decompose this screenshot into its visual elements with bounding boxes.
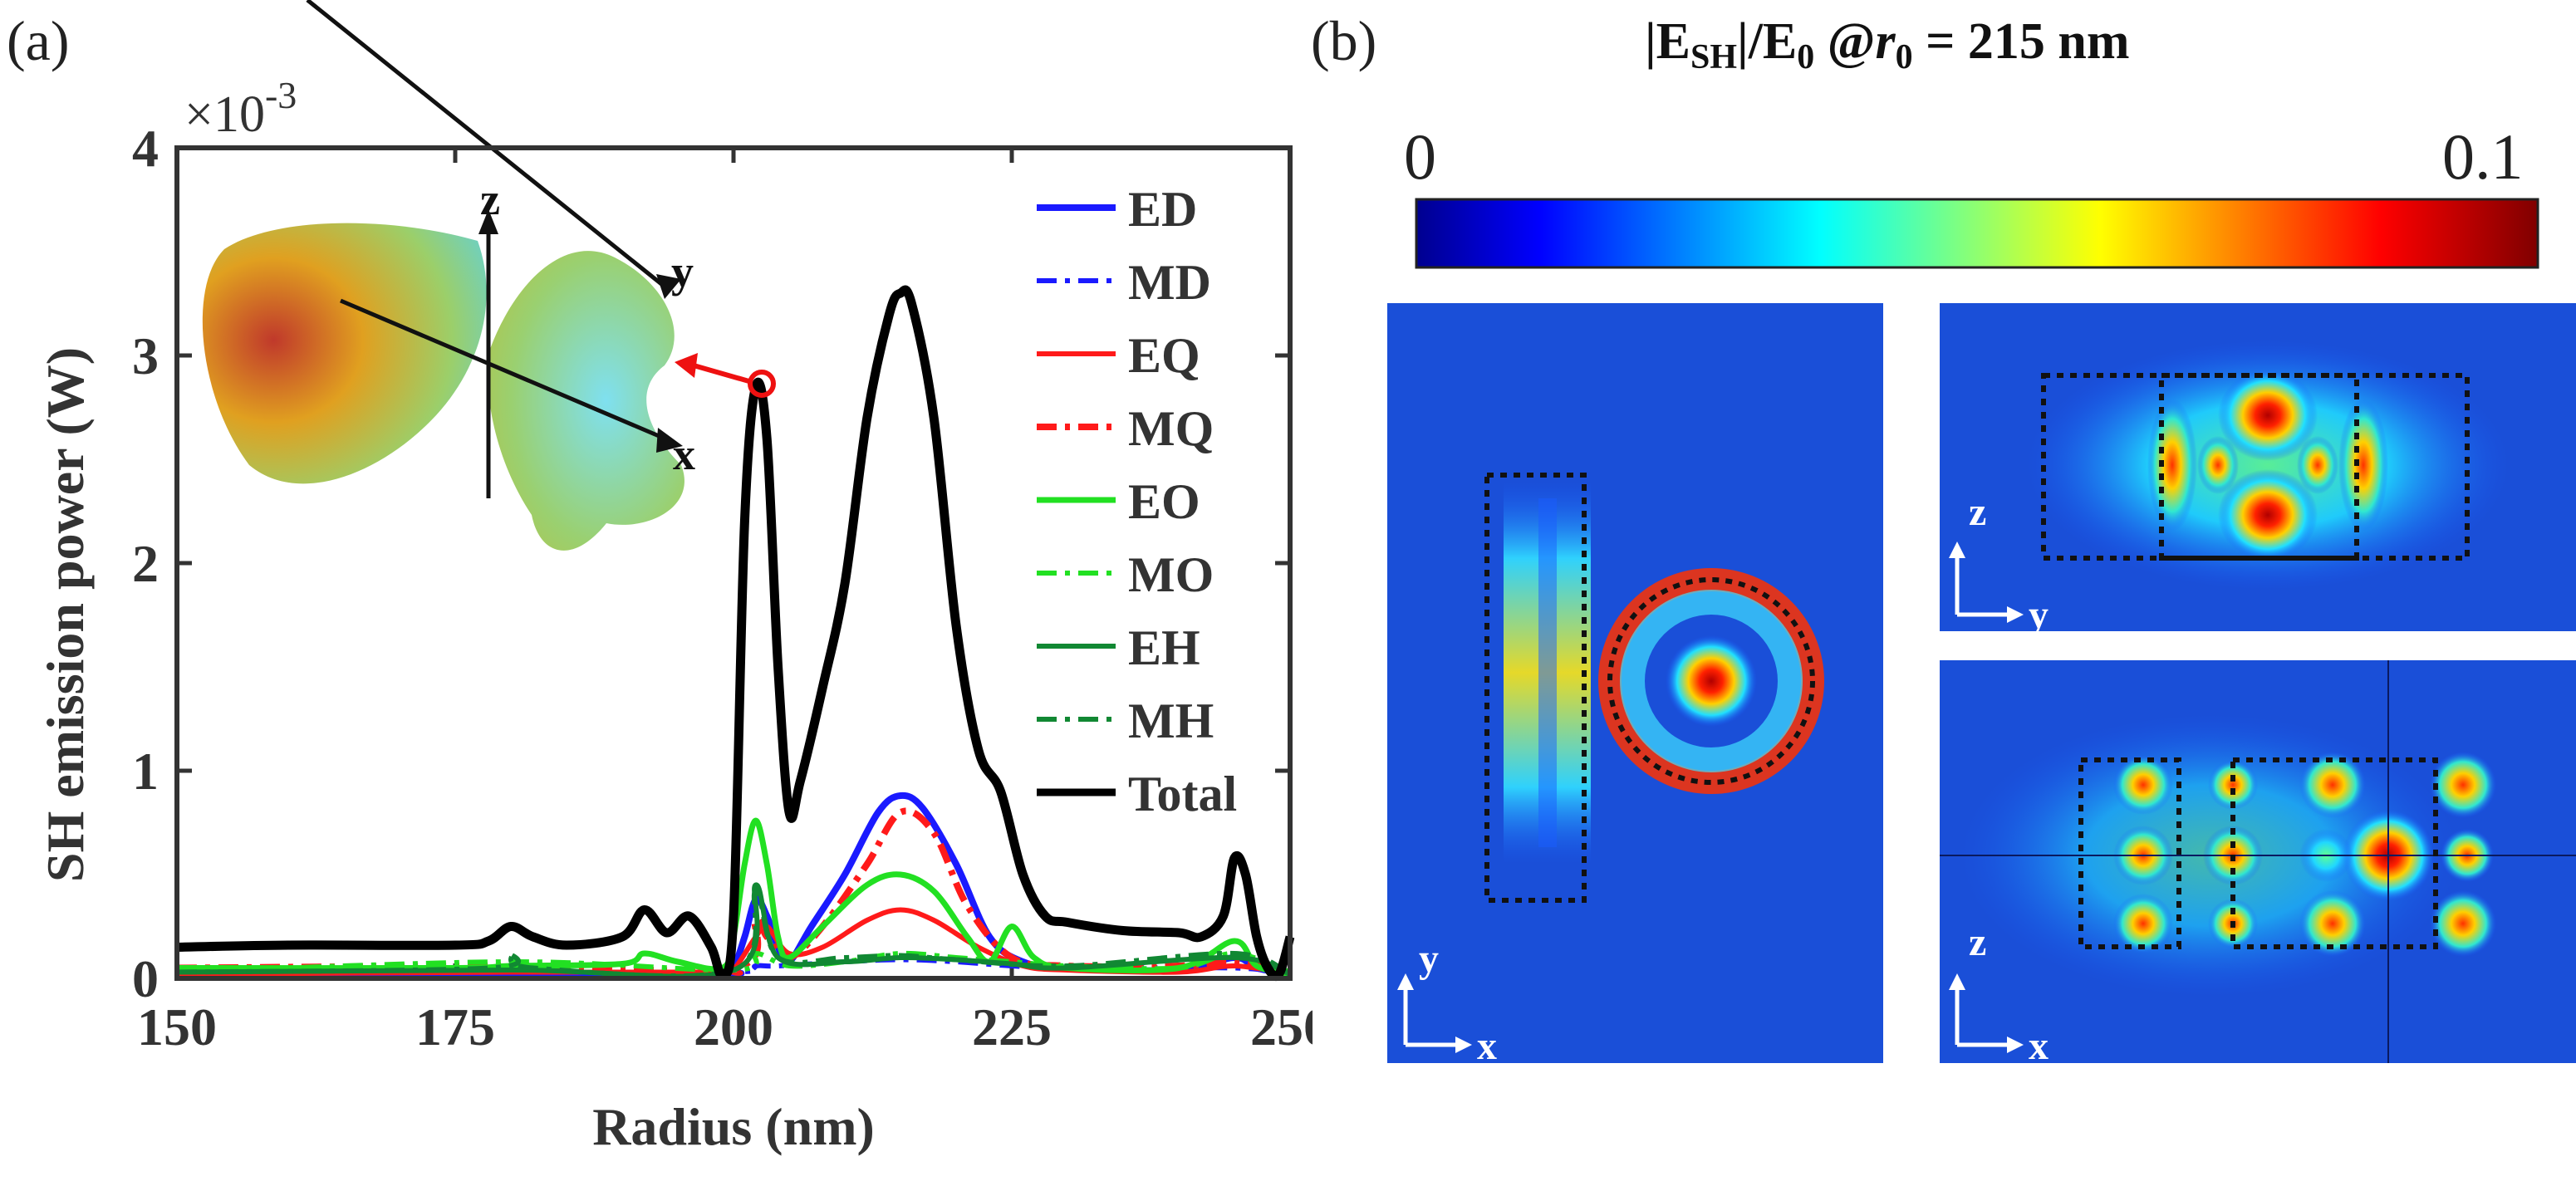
map-yz-label-h: y — [2029, 593, 2049, 637]
colorbar-title: |ESH|/E0 @r0 = 215 nm — [1645, 13, 2130, 76]
inset-y-axis — [306, 0, 666, 288]
radiation-pattern-inset: z y x — [202, 0, 776, 551]
x-tick-label: 150 — [137, 997, 217, 1056]
map-xy-label-v: y — [1419, 937, 1439, 981]
map-xz-axis-h-arrow — [2007, 1037, 2024, 1053]
series-line-mh — [176, 888, 1292, 978]
inset-x-axis — [340, 298, 670, 443]
inset-y-arrow — [656, 274, 681, 299]
field-map-xz: z x — [1940, 660, 2576, 1068]
x-tick-label: 175 — [415, 997, 495, 1056]
inset-lobe-right — [488, 251, 684, 551]
map-xz-rect-outline-right — [2230, 757, 2438, 949]
map-yz-spot-1 — [2218, 370, 2318, 461]
map-xy-strip-core — [1538, 498, 1557, 847]
inset-y-label: y — [671, 247, 694, 296]
map-xz-spot-10 — [2430, 890, 2496, 957]
map-yz-spot-3 — [2147, 399, 2197, 532]
legend-label-eo: EO — [1128, 474, 1200, 529]
x-tick-label: 225 — [972, 997, 1052, 1056]
legend-label-eq: EQ — [1128, 328, 1200, 383]
y-tick-label: 3 — [132, 326, 159, 385]
map-yz-axis-h-arrow — [2007, 606, 2024, 623]
legend-label-ed: ED — [1128, 182, 1197, 237]
map-yz-spot-5 — [2197, 436, 2239, 494]
map-xy-label-h: x — [1477, 1024, 1497, 1068]
inset-pointer-arrow — [675, 353, 698, 378]
map-yz-spot-2 — [2218, 469, 2318, 561]
x-axis-label: Radius (nm) — [592, 1097, 875, 1156]
map-xy-circle-outline — [1607, 577, 1815, 785]
map-xz-spot-3 — [2113, 894, 2173, 953]
series-lines — [176, 285, 1295, 982]
y-multiplier: ×10-3 — [184, 74, 297, 143]
map-xz-spot-9 — [2299, 890, 2366, 957]
map-xy-ring-inner — [1620, 590, 1803, 772]
legend-label-mh: MH — [1128, 693, 1214, 748]
axis-ticks: 150 175 200 225 250 0 1 2 3 4 — [132, 119, 1313, 1056]
y-tick-label: 2 — [132, 534, 159, 593]
map-xy-axis-v-arrow — [1397, 973, 1414, 990]
peak-marker-circle — [748, 370, 776, 398]
map-xy-center-hotspot — [1666, 635, 1757, 727]
map-xy-axis-h-arrow — [1455, 1037, 1472, 1053]
chart-legend: ED MD EQ MQ EO MO EH MH Total — [1037, 182, 1237, 821]
x-tick-label: 250 — [1250, 997, 1313, 1056]
field-map-xy: y x — [1387, 303, 1883, 1068]
y-tick-label: 1 — [132, 742, 159, 801]
map-yz-spot-6 — [2297, 436, 2338, 494]
inset-lobe-left — [202, 223, 487, 484]
map-yz-spot-4 — [2338, 399, 2388, 532]
field-map-yz: z y — [1940, 303, 2576, 637]
inset-z-label: z — [480, 174, 500, 224]
inset-x-label: x — [673, 429, 695, 479]
inset-x-arrow — [656, 428, 683, 453]
map-xz-axis-v-arrow — [1949, 973, 1965, 990]
panel-a-label: (a) — [7, 9, 70, 72]
inset-pointer-line — [693, 363, 753, 385]
y-tick-label: 0 — [132, 949, 159, 1008]
map-yz-rect-outline-wide — [2041, 373, 2470, 561]
map-xz-spot-1 — [2113, 755, 2173, 815]
y-tick-label: 4 — [132, 119, 159, 178]
field-maps-panel: |ESH|/E0 @r0 = 215 nm 0 0.1 y x — [1387, 13, 2576, 1068]
legend-label-total: Total — [1128, 767, 1237, 821]
panel-b-label: (b) — [1311, 9, 1377, 72]
map-xz-spot-8 — [2430, 752, 2496, 818]
map-yz-glow — [2027, 341, 2509, 590]
x-tick-label: 200 — [694, 997, 773, 1056]
map-xy-rect-outline — [1484, 473, 1587, 903]
plot-frame — [174, 145, 1293, 981]
legend-label-eh: EH — [1128, 620, 1200, 675]
legend-label-md: MD — [1128, 255, 1211, 310]
map-xz-rect-outline-left — [2078, 757, 2181, 949]
map-xz-label-h: x — [2029, 1024, 2049, 1068]
map-xz-spot-7 — [2299, 752, 2366, 818]
sh-emission-chart: ×10-3 SH emission power (W) Radius (nm) … — [36, 0, 1313, 1156]
legend-label-mq: MQ — [1128, 401, 1214, 456]
series-line-total — [176, 285, 1295, 982]
map-yz-axis-v-arrow — [1949, 542, 1965, 558]
map-xz-spot-4 — [2208, 760, 2258, 810]
map-yz-label-v: z — [1969, 490, 1986, 534]
colorbar-max-label: 0.1 — [2442, 120, 2524, 193]
legend-label-mo: MO — [1128, 547, 1214, 602]
colorbar-min-label: 0 — [1404, 120, 1436, 193]
colorbar — [1415, 198, 2539, 269]
y-axis-label: SH emission power (W) — [36, 347, 95, 882]
map-xz-label-v: z — [1969, 920, 1986, 964]
inset-z-arrow — [478, 209, 498, 234]
map-yz-rect-outline-narrow — [2159, 373, 2359, 561]
